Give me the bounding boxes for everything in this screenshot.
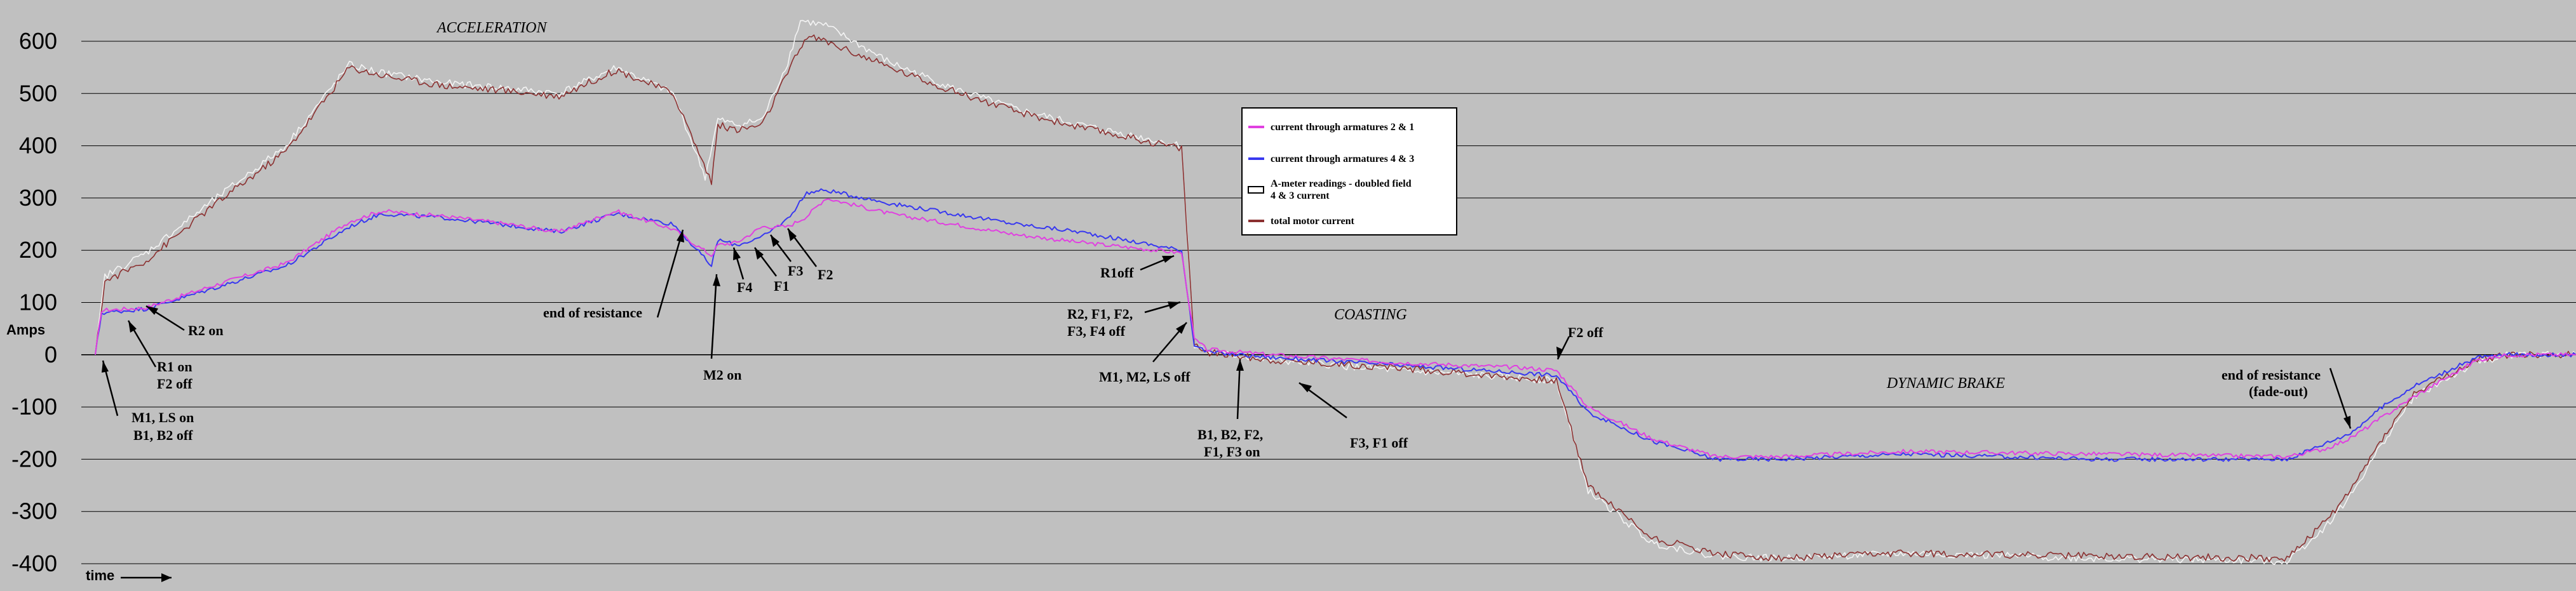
annotation-end-of-resistance: end of resistance xyxy=(543,305,642,321)
series-line-1 xyxy=(95,188,2576,462)
annotation-f1: F1 xyxy=(774,278,789,294)
annotation-m2-on: M2 on xyxy=(703,367,742,383)
series-line-3 xyxy=(95,34,2576,562)
legend-label-armatures-4-3: current through armatures 4 & 3 xyxy=(1271,154,1414,164)
series xyxy=(95,20,2576,566)
annotation-r1off: R1off xyxy=(1100,265,1134,281)
y-tick-label: 100 xyxy=(19,289,57,315)
annotation-end-of-resistance-2: end of resistance xyxy=(2222,367,2321,383)
annotation-f3-f1-off: F3, F1 off xyxy=(1350,435,1408,451)
arrowheads xyxy=(102,229,2350,428)
arrow-end-of-resistance xyxy=(656,229,684,318)
section-label-acceleration: ACCELERATION xyxy=(436,20,548,36)
annotation-fade-out: (fade-out) xyxy=(2249,383,2308,399)
y-tick-label: 300 xyxy=(19,185,57,211)
y-axis-label: Amps xyxy=(6,322,45,338)
legend-label-armatures-2-1: current through armatures 2 & 1 xyxy=(1271,122,1414,133)
annotation-b1-b2-off: B1, B2 off xyxy=(133,427,193,443)
y-tick-label: -400 xyxy=(11,550,57,576)
legend: current through armatures 2 & 1 current … xyxy=(1241,107,1457,236)
grid xyxy=(81,41,2576,564)
y-tick-label: 600 xyxy=(19,28,57,54)
x-axis-arrow xyxy=(121,573,172,582)
annotation-m1-ls-on: M1, LS on xyxy=(131,409,194,425)
annotation-b1-b2-f2: B1, B2, F2, xyxy=(1197,427,1263,442)
legend-swatch-ameter xyxy=(1248,186,1264,194)
annotation-f2-off: F2 off xyxy=(157,376,192,392)
annotation-m1-m2-ls-off: M1, M2, LS off xyxy=(1099,369,1190,385)
series-line-0 xyxy=(95,198,2576,460)
y-tick-label: -100 xyxy=(11,394,57,420)
x-axis-label: time xyxy=(86,568,114,583)
annotation-f3: F3 xyxy=(788,263,803,279)
y-axis-ticks: 600 500 400 300 200 100 0 -100 -200 -300 -400 xyxy=(11,28,57,576)
y-tick-label: -200 xyxy=(11,446,57,472)
annotation-f2-off-2: F2 off xyxy=(1568,324,1603,340)
y-tick-label: 200 xyxy=(19,237,57,263)
annotation-r2-on: R2 on xyxy=(188,322,224,338)
annotation-f1-f3-on: F1, F3 on xyxy=(1204,444,1260,460)
arrow-m2-on xyxy=(710,274,718,359)
annotation-r2-f1-f2: R2, F1, F2, xyxy=(1067,306,1133,322)
annotation-f2: F2 xyxy=(818,267,833,282)
y-tick-label: -300 xyxy=(11,498,57,524)
y-tick-label: 400 xyxy=(19,133,57,159)
legend-label-ameter: A-meter readings - doubled field 4 & 3 cu… xyxy=(1271,178,1412,201)
annotation-r1-on: R1 on xyxy=(157,359,192,375)
y-tick-label: 500 xyxy=(19,80,57,106)
legend-box xyxy=(1241,107,1457,236)
annotation-f3-f4-off: F3, F4 off xyxy=(1067,323,1126,339)
section-label-dynamic-brake: DYNAMIC BRAKE xyxy=(1886,375,2005,392)
annotation-f4: F4 xyxy=(737,279,752,295)
legend-label-total-motor-current: total motor current xyxy=(1271,216,1354,227)
y-tick-label: 0 xyxy=(44,342,57,368)
section-label-coasting: COASTING xyxy=(1334,307,1407,323)
